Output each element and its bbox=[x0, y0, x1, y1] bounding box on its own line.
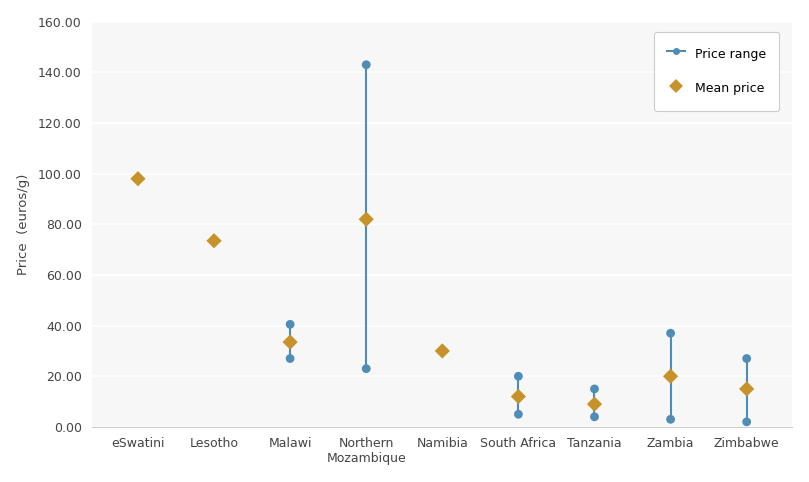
Y-axis label: Price  (euros/g): Price (euros/g) bbox=[17, 174, 30, 275]
Legend: Price range, Mean price: Price range, Mean price bbox=[654, 32, 779, 110]
Point bbox=[740, 418, 753, 426]
Point bbox=[284, 338, 297, 346]
Point bbox=[664, 373, 677, 380]
Point bbox=[132, 175, 145, 183]
Point bbox=[512, 373, 525, 380]
Point bbox=[512, 393, 525, 401]
Point bbox=[588, 385, 601, 393]
Point bbox=[664, 329, 677, 337]
Point bbox=[664, 415, 677, 423]
Point bbox=[360, 365, 373, 373]
Point bbox=[740, 355, 753, 362]
Point bbox=[360, 215, 373, 223]
Point bbox=[436, 347, 449, 355]
Point bbox=[284, 355, 297, 362]
Point bbox=[360, 61, 373, 68]
Point bbox=[588, 400, 601, 408]
Point bbox=[740, 385, 753, 393]
Point bbox=[588, 413, 601, 421]
Point bbox=[284, 321, 297, 328]
Point bbox=[512, 410, 525, 418]
Point bbox=[208, 237, 221, 244]
